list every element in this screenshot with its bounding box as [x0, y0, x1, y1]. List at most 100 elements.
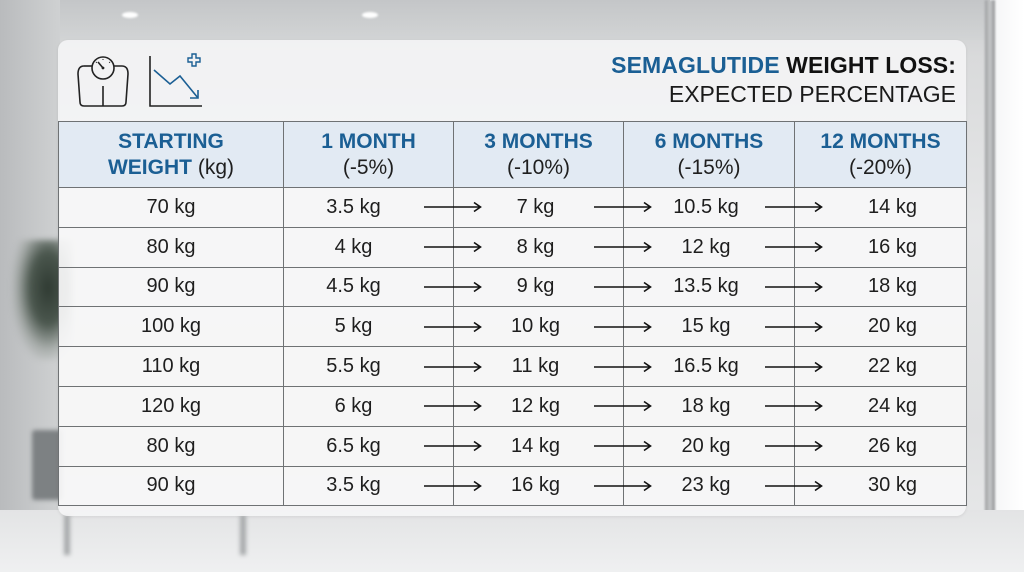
cell-value: 11 kg [511, 355, 560, 378]
table-row: 100 kg 5 kg 10 kg 15 kg 20 kg [58, 306, 967, 348]
bathroom-scale-icon [77, 56, 129, 107]
right-arrow-icon [594, 242, 652, 253]
header-unit: (kg) [197, 155, 234, 179]
weight-loss-cell: 4 kg [283, 226, 482, 268]
header-label-line2: WEIGHT [107, 155, 192, 179]
cell-value: 6 kg [334, 394, 373, 417]
header-label: 1 MONTH [321, 129, 416, 153]
cell-value: 70 kg [146, 195, 196, 218]
starting-weight-cell: 120 kg [58, 385, 284, 427]
starting-weight-cell: 100 kg [58, 306, 284, 348]
title-line-1: SEMAGLUTIDE WEIGHT LOSS: [611, 54, 956, 77]
background-ceiling [0, 0, 1024, 40]
right-arrow-icon [424, 321, 482, 332]
table-row: 80 kg 6.5 kg 14 kg 20 kg 26 kg [58, 425, 967, 467]
cell-value: 110 kg [141, 355, 201, 378]
right-arrow-icon [424, 202, 482, 213]
right-arrow-icon [594, 401, 652, 412]
right-arrow-icon [765, 321, 823, 332]
ceiling-light [122, 12, 138, 18]
cell-value: 90 kg [146, 474, 196, 497]
title-rest: WEIGHT LOSS: [779, 52, 956, 78]
right-arrow-icon [765, 441, 823, 452]
background-window [990, 0, 1024, 572]
right-arrow-icon [424, 361, 482, 372]
right-arrow-icon [765, 480, 823, 492]
column-header-12-months: 12 MONTHS (-20%) [794, 121, 967, 188]
header-percentage: (-15%) [677, 155, 741, 179]
cell-value: 16 kg [868, 235, 917, 258]
table-row: 90 kg 3.5 kg 16 kg 23 kg 30 kg [58, 465, 967, 507]
weight-loss-cell: 13.5 kg [623, 266, 823, 308]
weight-loss-cell: 6 kg [283, 385, 482, 427]
header-label-line1: STARTING [118, 129, 224, 153]
table-row: 120 kg 6 kg 12 kg 18 kg 24 kg [58, 385, 967, 427]
weight-loss-cell: 6.5 kg [283, 425, 482, 467]
starting-weight-cell: 80 kg [58, 425, 284, 467]
cell-value: 120 kg [140, 394, 202, 417]
cell-value: 10 kg [511, 315, 560, 338]
table-row: 80 kg 4 kg 8 kg 12 kg 16 kg [58, 226, 967, 268]
cell-value: 5 kg [334, 315, 373, 338]
title-drug-name: SEMAGLUTIDE [611, 52, 780, 78]
cell-value: 80 kg [146, 434, 196, 457]
right-arrow-icon [594, 441, 652, 452]
right-arrow-icon [424, 480, 482, 492]
column-header-starting-weight: STARTING WEIGHT (kg) [58, 121, 284, 188]
weight-loss-cell: 26 kg [794, 425, 967, 467]
right-arrow-icon [594, 281, 652, 293]
right-arrow-icon [765, 202, 823, 213]
cell-value: 15 kg [681, 315, 731, 338]
starting-weight-cell: 80 kg [58, 226, 284, 268]
cell-value: 14 kg [511, 434, 560, 457]
right-arrow-icon [765, 281, 823, 293]
right-arrow-icon [594, 321, 652, 332]
right-arrow-icon [765, 361, 823, 372]
chart-decline-plus-icon [149, 53, 202, 107]
header-label: 6 MONTHS [654, 129, 764, 153]
cell-value: 10.5 kg [673, 195, 739, 218]
right-arrow-icon [594, 202, 652, 213]
weight-loss-cell: 12 kg [453, 385, 652, 427]
weight-loss-cell: 4.5 kg [283, 266, 482, 308]
column-header-1-month: 1 MONTH (-5%) [283, 121, 454, 188]
background-floor [0, 510, 1024, 572]
weight-loss-cell: 12 kg [623, 226, 823, 268]
right-arrow-icon [424, 401, 482, 412]
cell-value: 14 kg [868, 195, 917, 218]
ceiling-light [362, 12, 378, 18]
starting-weight-cell: 90 kg [58, 266, 284, 308]
cell-value: 16 kg [511, 474, 560, 497]
weight-loss-table: STARTING WEIGHT (kg) 1 MONTH (-5%) 3 MON… [58, 121, 967, 507]
background-plant-pot [32, 430, 62, 500]
cell-value: 23 kg [681, 474, 731, 497]
cell-value: 5.5 kg [326, 355, 381, 378]
background-desk-leg [64, 515, 70, 555]
table-row: 70 kg 3.5 kg 7 kg 10.5 kg 14 kg [58, 187, 967, 228]
right-arrow-icon [765, 401, 823, 412]
info-card: SEMAGLUTIDE WEIGHT LOSS: EXPECTED PERCEN… [58, 40, 967, 516]
cell-value: 22 kg [868, 355, 917, 378]
right-arrow-icon [765, 242, 823, 253]
header-percentage: (-5%) [342, 155, 395, 179]
background-desk-leg [240, 515, 246, 555]
weight-loss-cell: 23 kg [623, 465, 823, 507]
weight-loss-cell: 24 kg [794, 385, 967, 427]
cell-value: 16.5 kg [673, 355, 739, 378]
right-arrow-icon [424, 242, 482, 253]
cell-value: 80 kg [146, 235, 196, 258]
weight-loss-cell: 3.5 kg [283, 465, 482, 507]
cell-value: 3.5 kg [326, 474, 381, 497]
cell-value: 90 kg [146, 275, 196, 298]
right-arrow-icon [594, 480, 652, 492]
page-title: SEMAGLUTIDE WEIGHT LOSS: EXPECTED PERCEN… [611, 54, 956, 106]
cell-value: 30 kg [868, 474, 917, 497]
table-row: 110 kg 5.5 kg 11 kg 16.5 kg 22 kg [58, 346, 967, 387]
cell-value: 7 kg [516, 195, 555, 218]
weight-loss-cell: 3.5 kg [283, 187, 482, 228]
right-arrow-icon [594, 361, 652, 372]
header-label: 12 MONTHS [820, 129, 941, 153]
table-row: 90 kg 4.5 kg 9 kg 13.5 kg 18 kg [58, 266, 967, 308]
table-body: 70 kg 3.5 kg 7 kg 10.5 kg 14 kg 80 kg 4 kg 8 kg… [58, 187, 967, 507]
cell-value: 24 kg [868, 394, 917, 417]
